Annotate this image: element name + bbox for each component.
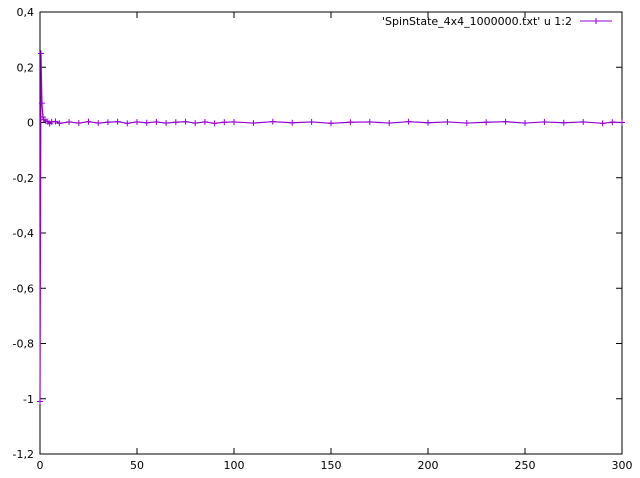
y-tick-label: 0,2 <box>17 61 35 74</box>
data-point <box>308 118 315 125</box>
data-point <box>405 118 412 125</box>
x-tick-label: 100 <box>224 459 245 472</box>
data-point <box>444 118 451 125</box>
data-point <box>134 118 140 125</box>
data-point <box>221 119 228 126</box>
y-tick-label: -1 <box>23 393 34 406</box>
data-point <box>201 118 208 125</box>
x-tick-label: 50 <box>130 459 144 472</box>
data-point <box>425 119 431 126</box>
y-tick-label: -1,2 <box>13 448 34 461</box>
data-point <box>192 120 199 127</box>
legend-label: 'SpinState_4x4_1000000.txt' u 1:2 <box>382 15 572 28</box>
data-point <box>289 119 296 126</box>
series-layer <box>37 50 625 405</box>
data-point <box>172 119 179 126</box>
data-point <box>347 119 354 126</box>
data-point <box>104 119 111 126</box>
data-point <box>153 118 160 125</box>
plot-frame <box>39 11 623 455</box>
data-point <box>328 120 334 127</box>
data-point <box>52 118 59 125</box>
y-tick-label: -0,8 <box>13 338 34 351</box>
data-point <box>619 119 625 126</box>
y-tick-label: -0,6 <box>13 282 34 295</box>
data-point <box>599 120 606 127</box>
data-point <box>48 118 55 125</box>
series-line <box>39 53 623 402</box>
data-point <box>560 119 567 126</box>
data-point <box>231 118 237 125</box>
y-tick-label: -0,4 <box>13 227 34 240</box>
x-tick-label: 200 <box>418 459 439 472</box>
data-point <box>124 120 131 127</box>
data-point <box>56 120 63 127</box>
data-point <box>541 118 548 125</box>
data-point <box>163 120 170 127</box>
data-point <box>366 118 373 125</box>
data-point <box>114 118 121 125</box>
data-point <box>37 50 44 57</box>
legend-marker <box>593 18 599 24</box>
data-point <box>75 120 82 127</box>
x-tick-label: 150 <box>321 459 342 472</box>
data-point <box>386 120 393 127</box>
y-tick-label: -0,2 <box>13 172 34 185</box>
data-point <box>211 120 218 127</box>
data-point <box>39 113 46 120</box>
y-tick-label: 0 <box>27 117 34 130</box>
y-tick-label: 0,4 <box>17 6 35 19</box>
data-point <box>37 398 43 405</box>
data-point <box>269 118 276 125</box>
axis-tick-labels: 0 50 100 150 200 250 300 -1,2 -1 -0,8 -0,6 -0,4 -0,2… <box>13 6 633 472</box>
data-point <box>609 119 616 126</box>
data-point <box>502 118 509 125</box>
data-point <box>580 118 587 125</box>
x-tick-label: 250 <box>515 459 536 472</box>
x-tick-label: 300 <box>612 459 633 472</box>
data-point <box>463 120 470 127</box>
data-point <box>95 120 102 127</box>
data-point <box>182 118 189 125</box>
data-point <box>522 120 528 127</box>
data-point <box>85 118 92 125</box>
data-point <box>66 118 73 125</box>
data-point <box>250 120 257 127</box>
legend: 'SpinState_4x4_1000000.txt' u 1:2 <box>382 15 612 28</box>
x-tick-label: 0 <box>37 459 44 472</box>
data-point <box>483 119 490 126</box>
data-point <box>38 100 45 107</box>
data-point <box>143 119 150 126</box>
axis-ticks <box>39 11 623 455</box>
